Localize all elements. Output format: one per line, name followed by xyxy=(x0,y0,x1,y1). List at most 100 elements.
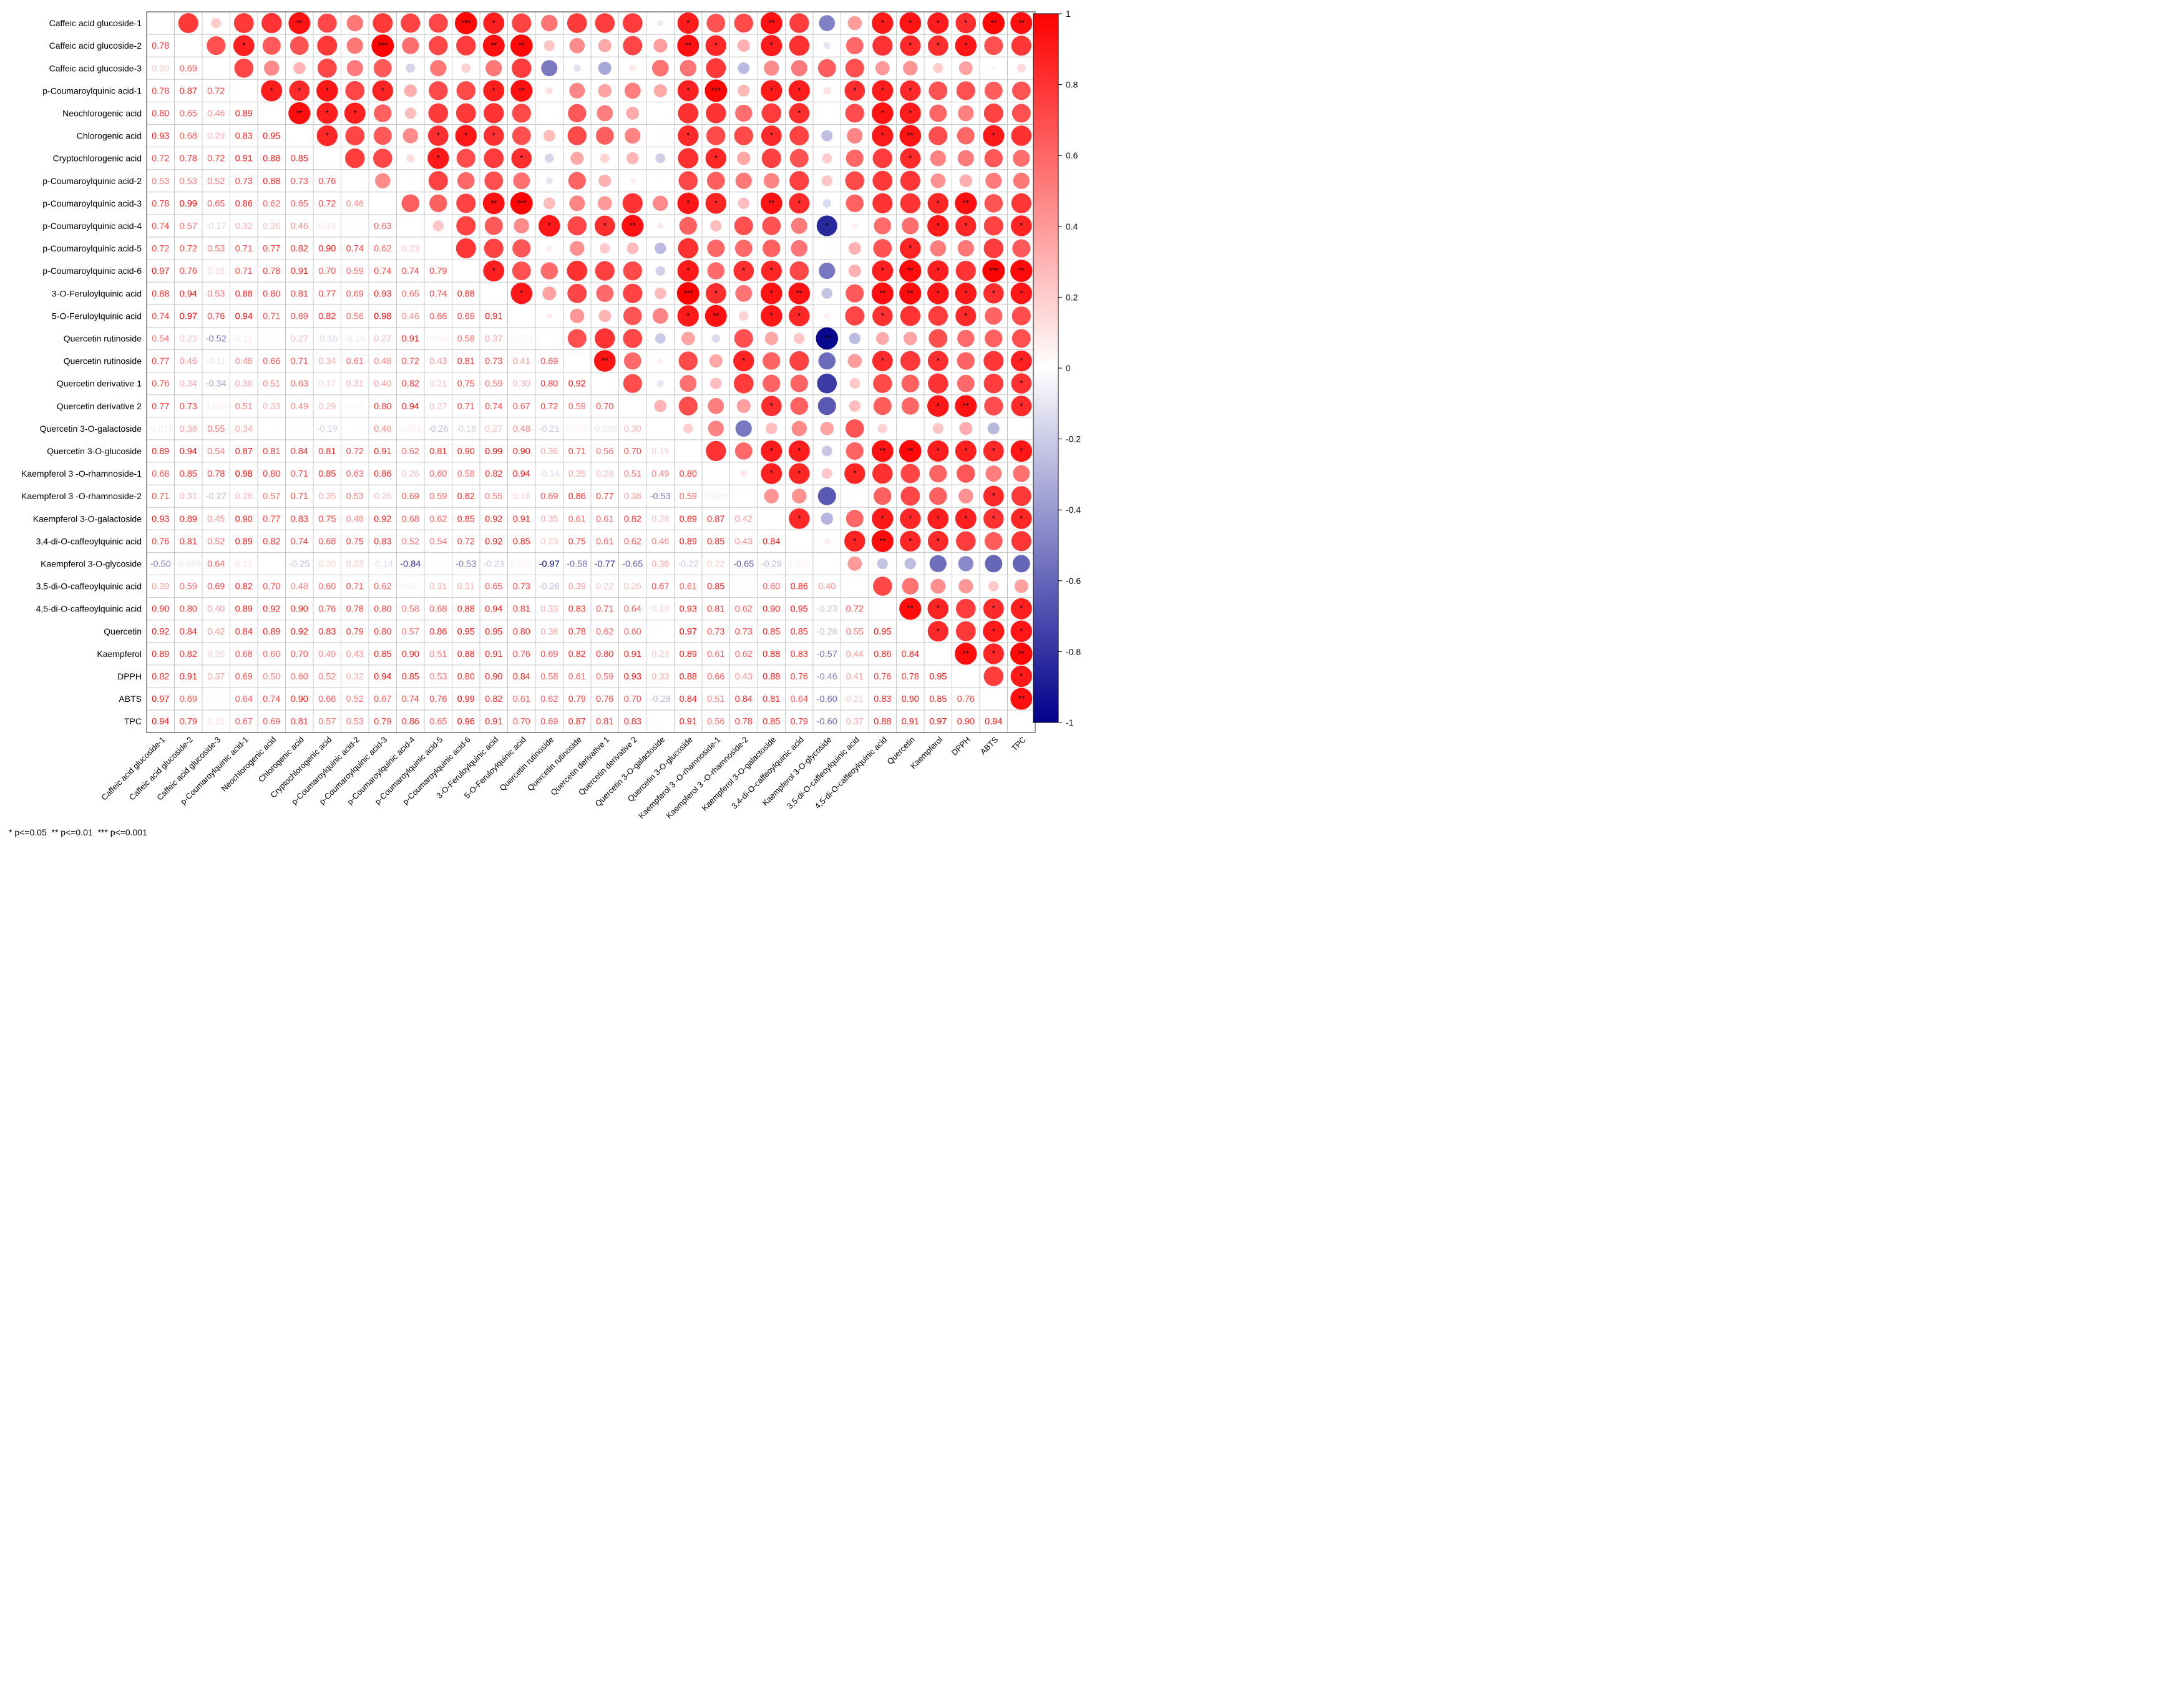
significance-label: * xyxy=(992,288,995,298)
significance-label: * xyxy=(937,221,940,230)
correlation-circle xyxy=(927,440,949,462)
correlation-value: 0.072 xyxy=(510,334,533,344)
correlation-value: 0.26 xyxy=(263,221,280,231)
correlation-circle xyxy=(849,333,860,344)
correlation-circle xyxy=(428,36,448,56)
correlation-circle xyxy=(678,351,698,371)
significance-label: * xyxy=(881,513,884,523)
correlation-circle xyxy=(1013,150,1030,167)
correlation-circle xyxy=(955,192,977,215)
correlation-circle xyxy=(760,282,782,304)
colorbar: 1 0.8 0.6 0.4 0.2 0 -0.2 -0.4 -0.6 -0.8 -1 xyxy=(1033,9,1081,727)
correlation-value: 0.27 xyxy=(291,334,308,344)
correlation-value: 0.69 xyxy=(180,64,197,74)
correlation-value: 0.56 xyxy=(596,447,613,457)
correlation-circle xyxy=(567,216,587,236)
correlation-value: 0.89 xyxy=(680,514,697,524)
correlation-value: 0.85 xyxy=(763,627,780,637)
correlation-circle xyxy=(957,352,975,370)
correlation-value: 0.92 xyxy=(263,605,280,615)
correlation-value: 0.18 xyxy=(207,266,225,276)
correlation-value: 0.88 xyxy=(263,177,280,187)
correlation-circle xyxy=(984,194,1003,213)
correlation-circle xyxy=(789,193,810,214)
correlation-value: 0.18 xyxy=(651,605,669,615)
correlation-circle xyxy=(875,61,890,75)
correlation-circle xyxy=(984,81,1003,100)
correlation-value: 0.84 xyxy=(680,694,697,704)
correlation-value: 0.90 xyxy=(291,694,308,704)
correlation-circle xyxy=(877,558,888,570)
correlation-circle xyxy=(959,422,973,435)
correlation-value: 0.76 xyxy=(957,694,975,704)
correlation-circle xyxy=(512,104,531,123)
correlation-value: 0.97 xyxy=(929,717,947,727)
correlation-value: 0.79 xyxy=(180,717,197,727)
correlation-circle xyxy=(930,240,947,256)
correlation-value: 0.75 xyxy=(346,537,364,547)
correlation-value: 0.61 xyxy=(346,357,364,367)
significance-label: * xyxy=(797,108,801,117)
correlation-circle xyxy=(822,199,831,208)
correlation-value: 0.56 xyxy=(346,311,364,321)
heatmap-grid xyxy=(146,11,1036,733)
correlation-circle xyxy=(821,288,832,299)
correlation-value: 0.076 xyxy=(788,559,811,569)
correlation-value: 0.72 xyxy=(402,357,419,367)
x-tick-label: DPPH xyxy=(950,735,972,757)
correlation-circle xyxy=(261,80,283,102)
correlation-value: 0.85 xyxy=(457,514,475,524)
correlation-circle xyxy=(738,62,750,74)
correlation-circle xyxy=(679,216,697,235)
correlation-circle xyxy=(711,334,720,343)
correlation-circle xyxy=(821,468,832,479)
correlation-value: 0.88 xyxy=(457,649,475,659)
correlation-circle xyxy=(373,148,392,168)
correlation-circle xyxy=(927,508,949,530)
correlation-value: 0.80 xyxy=(374,605,391,615)
correlation-circle xyxy=(567,13,587,33)
correlation-circle xyxy=(623,352,641,370)
correlation-value: 0.29 xyxy=(207,132,225,142)
correlation-value: 0.61 xyxy=(707,649,724,659)
correlation-circle xyxy=(344,102,366,124)
significance-label: * xyxy=(686,85,690,95)
correlation-circle xyxy=(657,358,663,364)
correlation-value: 0.66 xyxy=(263,357,280,367)
correlation-circle xyxy=(845,419,864,438)
correlation-circle xyxy=(456,103,476,124)
correlation-circle xyxy=(234,58,254,78)
significance-label: * xyxy=(937,41,940,50)
correlation-value: 0.81 xyxy=(596,717,613,727)
correlation-value: 0.90 xyxy=(402,649,419,659)
correlation-circle xyxy=(623,261,642,281)
significance-label: ** xyxy=(602,356,608,366)
correlation-value: 0.27 xyxy=(485,424,502,434)
correlation-value: 0.67 xyxy=(651,582,669,592)
correlation-circle xyxy=(819,15,836,31)
correlation-circle xyxy=(651,59,669,77)
correlation-value: 0.83 xyxy=(374,537,391,547)
correlation-circle xyxy=(789,126,809,146)
correlation-circle xyxy=(428,171,448,191)
correlation-value: 0.60 xyxy=(624,627,641,637)
correlation-circle xyxy=(956,531,976,552)
correlation-value: 0.74 xyxy=(485,402,502,412)
correlation-circle xyxy=(1010,440,1032,462)
significance-label: ** xyxy=(907,446,914,455)
correlation-value: 0.40 xyxy=(374,379,391,389)
colorbar-tick-label: 0 xyxy=(1066,363,1071,373)
correlation-circle xyxy=(548,112,551,115)
significance-label: ** xyxy=(963,198,969,208)
correlation-circle xyxy=(821,512,833,525)
correlation-value: 0.33 xyxy=(651,672,669,682)
correlation-circle xyxy=(484,216,503,235)
correlation-value: 0.57 xyxy=(180,221,197,231)
correlation-value: 0.36 xyxy=(235,379,253,389)
correlation-circle xyxy=(293,62,306,74)
correlation-circle xyxy=(847,557,862,571)
correlation-value: 0.23 xyxy=(651,649,669,659)
correlation-value: 0.90 xyxy=(902,694,919,704)
correlation-circle xyxy=(903,61,918,75)
correlation-circle xyxy=(456,36,476,56)
